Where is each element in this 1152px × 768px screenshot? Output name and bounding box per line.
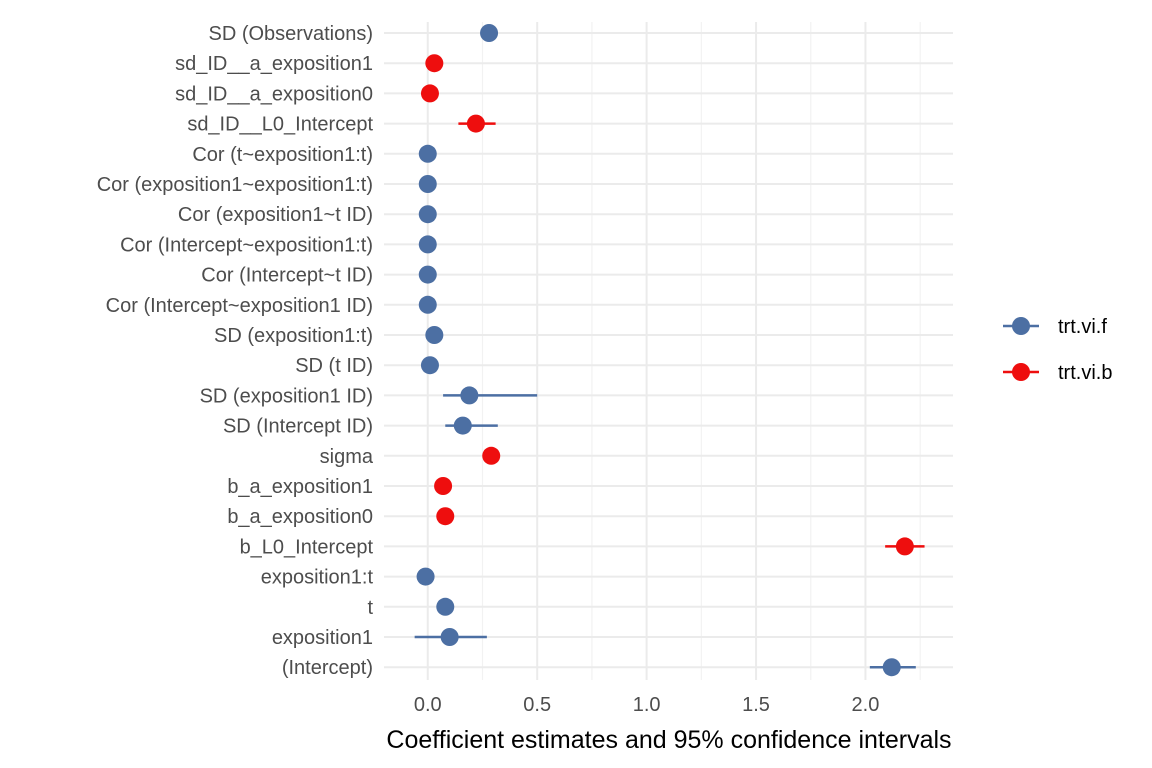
y-tick-label: SD (exposition1:t) — [214, 325, 373, 347]
y-tick-label: SD (exposition1 ID) — [200, 385, 373, 407]
data-marks — [414, 24, 925, 677]
legend-key-point — [1012, 363, 1030, 381]
x-tick-label: 0.0 — [414, 694, 442, 716]
point-estimate — [425, 326, 444, 344]
point-estimate — [418, 175, 437, 193]
point-estimate — [434, 477, 453, 495]
y-tick-label: Cor (t~exposition1:t) — [192, 144, 373, 166]
y-tick-label: sd_ID__L0_Intercept — [187, 114, 373, 136]
x-tick-label: 1.0 — [633, 694, 661, 716]
point-estimate — [416, 567, 435, 586]
legend-label: trt.vi.f — [1058, 316, 1107, 338]
point-estimate — [418, 144, 437, 163]
y-tick-label: sd_ID__a_exposition1 — [175, 53, 373, 75]
y-tick-label: Cor (Intercept~exposition1 ID) — [106, 295, 373, 317]
point-estimate — [436, 507, 455, 526]
y-tick-label: sd_ID__a_exposition0 — [175, 83, 373, 105]
x-axis: 0.0 0.5 1.0 1.5 2.0 — [414, 694, 880, 716]
x-tick-label: 2.0 — [852, 694, 880, 716]
point-estimate — [882, 658, 901, 677]
point-estimate — [440, 628, 459, 646]
legend-key-point — [1012, 317, 1030, 335]
y-tick-label: exposition1 — [272, 627, 373, 649]
y-tick-label: b_a_exposition1 — [227, 476, 373, 498]
y-tick-label: SD (t ID) — [295, 355, 373, 377]
point-estimate — [418, 205, 437, 224]
y-tick-label: Cor (Intercept~exposition1:t) — [120, 234, 373, 256]
point-estimate — [418, 265, 437, 284]
point-estimate — [418, 295, 437, 314]
point-estimate — [436, 597, 455, 616]
point-estimate — [466, 114, 485, 133]
y-tick-label: b_L0_Intercept — [240, 536, 374, 558]
x-tick-label: 0.5 — [523, 694, 551, 716]
point-estimate — [420, 84, 439, 103]
point-estimate — [453, 416, 472, 435]
legend-label: trt.vi.b — [1058, 362, 1112, 384]
y-tick-label: Cor (Intercept~t ID) — [201, 265, 373, 287]
y-axis-labels: SD (Observations) sd_ID__a_exposition1 sd_… — [97, 23, 374, 679]
y-tick-label: (Intercept) — [282, 657, 373, 679]
point-estimate — [420, 356, 439, 375]
y-tick-label: b_a_exposition0 — [227, 506, 373, 528]
legend: trt.vi.f trt.vi.b — [1003, 316, 1112, 384]
x-axis-title: Coefficient estimates and 95% confidence… — [386, 726, 951, 754]
y-tick-label: exposition1:t — [261, 567, 374, 589]
y-tick-label: t — [367, 597, 373, 619]
y-tick-label: sigma — [320, 446, 374, 468]
point-estimate — [480, 24, 499, 42]
x-tick-label: 1.5 — [742, 694, 770, 716]
point-estimate — [418, 235, 437, 254]
y-tick-label: Cor (exposition1~t ID) — [178, 204, 373, 226]
point-estimate — [460, 386, 479, 405]
point-estimate — [482, 446, 501, 465]
y-tick-label: SD (Observations) — [209, 23, 374, 45]
y-tick-label: SD (Intercept ID) — [223, 416, 373, 438]
point-estimate — [895, 537, 914, 556]
grid-lines — [384, 22, 953, 680]
point-estimate — [425, 54, 444, 73]
y-tick-label: Cor (exposition1~exposition1:t) — [97, 174, 373, 196]
